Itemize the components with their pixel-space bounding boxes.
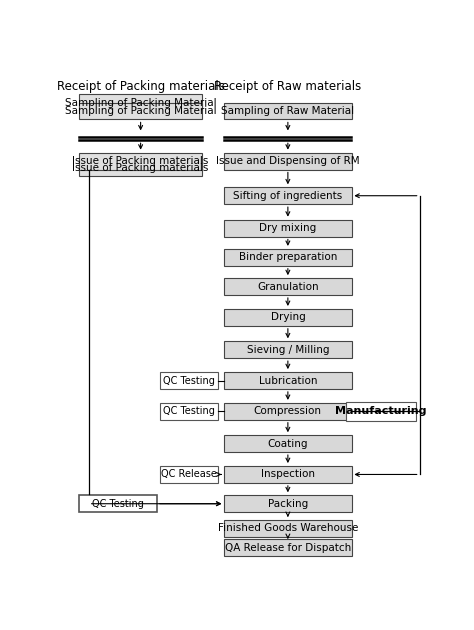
Text: Sieving / Milling: Sieving / Milling (246, 345, 329, 355)
Bar (160, 466, 218, 483)
Bar (80, 94, 202, 111)
Text: QC Testing: QC Testing (163, 375, 215, 386)
Bar (224, 187, 352, 204)
Text: Lubrication: Lubrication (259, 375, 317, 386)
Bar (346, 402, 416, 421)
Text: Sampling of Raw Material: Sampling of Raw Material (221, 106, 355, 116)
Text: Drying: Drying (271, 312, 305, 323)
Text: Sampling of Packing Material: Sampling of Packing Material (65, 98, 217, 108)
Text: Issue and Dispensing of RM: Issue and Dispensing of RM (216, 156, 360, 166)
Bar (160, 372, 218, 389)
Bar (224, 372, 352, 389)
Bar (224, 539, 352, 556)
Bar (160, 403, 218, 420)
Text: Receipt of Packing materials: Receipt of Packing materials (57, 80, 225, 93)
Bar (224, 520, 352, 537)
Text: Coating: Coating (268, 438, 308, 449)
Bar (224, 341, 352, 358)
Bar (80, 152, 202, 169)
Text: Issue of Packing materials: Issue of Packing materials (73, 156, 209, 166)
Text: QC Testing: QC Testing (92, 499, 144, 508)
Text: QA Release for Dispatch: QA Release for Dispatch (225, 542, 351, 553)
Text: Dry mixing: Dry mixing (259, 223, 317, 233)
Bar (80, 103, 202, 120)
Bar (224, 435, 352, 452)
Text: QC Release: QC Release (161, 469, 217, 479)
Text: Binder preparation: Binder preparation (239, 253, 337, 262)
Text: Inspection: Inspection (261, 469, 315, 479)
Text: Packing: Packing (268, 499, 308, 508)
Bar (224, 278, 352, 295)
Text: Receipt of Raw materials: Receipt of Raw materials (214, 80, 362, 93)
Bar (224, 466, 352, 483)
Text: QC Testing: QC Testing (163, 406, 215, 416)
Bar (224, 152, 352, 169)
Bar (224, 249, 352, 266)
Bar (80, 495, 157, 512)
Text: Finished Goods Warehouse: Finished Goods Warehouse (218, 524, 358, 534)
Bar (224, 103, 352, 120)
Text: Sifting of ingredients: Sifting of ingredients (233, 191, 343, 201)
Bar (224, 309, 352, 326)
Text: Manufacturing: Manufacturing (335, 406, 427, 416)
Bar (224, 220, 352, 236)
Text: Compression: Compression (254, 406, 322, 416)
Text: Issue of Packing materials: Issue of Packing materials (73, 163, 209, 173)
Text: Granulation: Granulation (257, 282, 319, 292)
Bar (224, 403, 352, 420)
Bar (224, 495, 352, 512)
Bar (80, 159, 202, 176)
Text: Sampling of Packing Material: Sampling of Packing Material (65, 106, 217, 116)
